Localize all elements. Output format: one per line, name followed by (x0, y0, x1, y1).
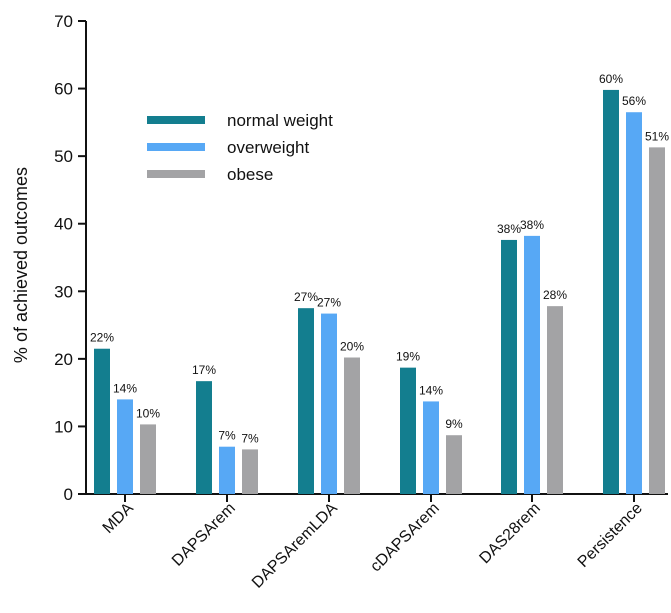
category-label: DAPSAremLDA (249, 500, 341, 592)
bar-value-label: 20% (340, 340, 364, 354)
bar (219, 446, 235, 494)
bar-value-label: 7% (218, 429, 236, 443)
bar-value-label: 22% (90, 331, 114, 345)
legend-label: normal weight (227, 111, 333, 130)
category-label: cDAPSArem (367, 500, 443, 576)
y-tick-label: 30 (54, 282, 73, 301)
bar-labels: 22% 14% 10% 17% 7% 7% 27%27% 20% 19% 14% 9% 38%38% 2… (90, 72, 669, 445)
bar (321, 313, 337, 494)
bar-value-label: 51% (645, 129, 669, 143)
category-label: MDA (100, 500, 137, 537)
bar (547, 306, 563, 494)
bar-value-label: 19% (396, 350, 420, 364)
category-label: DAS28rem (476, 500, 543, 567)
y-tick-label: 20 (54, 350, 73, 369)
bar (524, 235, 540, 494)
legend-swatch (147, 170, 205, 178)
bar (446, 435, 462, 494)
bar (242, 449, 258, 494)
y-tick-label: 10 (54, 417, 73, 436)
y-tick-label: 0 (64, 485, 73, 504)
bar-value-label: 60% (599, 72, 623, 86)
y-tick-label: 40 (54, 215, 73, 234)
bar (626, 112, 642, 494)
y-tick-label: 50 (54, 147, 73, 166)
bar (603, 89, 619, 495)
bar-value-label: 38% (497, 222, 521, 236)
category-label: DAPSArem (169, 500, 239, 570)
legend-swatch (147, 143, 205, 151)
bar (117, 399, 133, 494)
bar-value-label: 14% (419, 383, 443, 397)
bar (344, 357, 360, 494)
y-axis-title: % of achieved outcomes (11, 167, 31, 363)
bar-value-label: 7% (241, 431, 259, 445)
legend-label: overweight (227, 138, 309, 157)
bar-value-label: 14% (113, 381, 137, 395)
bars (94, 89, 665, 495)
y-tick-label: 70 (54, 12, 73, 31)
bar (140, 424, 156, 494)
bar-value-label: 10% (136, 406, 160, 420)
bar-value-label: 28% (543, 288, 567, 302)
bar-value-label: 17% (192, 363, 216, 377)
bar-value-label: 27% (317, 296, 341, 310)
bar-value-label: 27% (294, 290, 318, 304)
bar (501, 239, 517, 494)
legend: normal weight overweight obese (147, 111, 333, 184)
axes: 0 10 20 30 40 50 60 70 (54, 12, 668, 504)
bar-value-label: 38% (520, 218, 544, 232)
bar (94, 348, 110, 494)
bar (423, 401, 439, 494)
legend-label: obese (227, 165, 273, 184)
category-label: Persistence (575, 500, 646, 571)
bar-value-label: 9% (445, 417, 463, 431)
bar (649, 147, 665, 494)
bar (196, 381, 212, 494)
y-tick-label: 60 (54, 80, 73, 99)
category-labels: MDA DAPSArem DAPSAremLDA cDAPSArem DAS28rem P… (100, 500, 646, 592)
bar (400, 367, 416, 494)
bar-value-label: 56% (622, 94, 646, 108)
legend-swatch (147, 116, 205, 124)
bar (298, 308, 314, 494)
